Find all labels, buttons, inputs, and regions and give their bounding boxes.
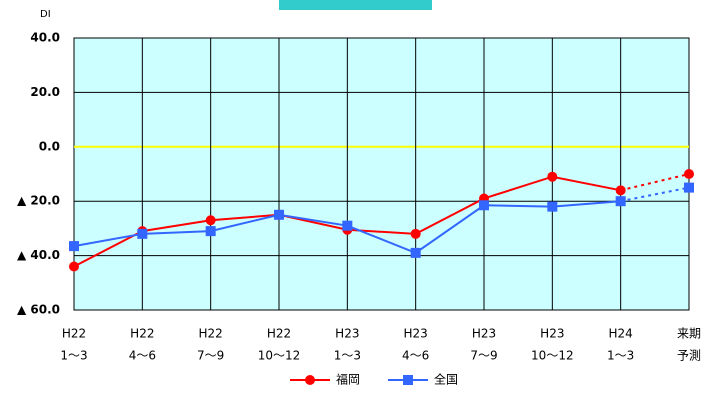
x-tick-label: H23 bbox=[404, 327, 428, 341]
x-tick-label: 4～6 bbox=[402, 349, 429, 363]
y-tick-label: ▲ 40.0 bbox=[17, 248, 60, 262]
y-tick-label: 20.0 bbox=[30, 85, 60, 99]
y-axis-label: DI bbox=[40, 9, 51, 20]
x-tick-label: 予測 bbox=[677, 349, 701, 363]
forecast-line bbox=[620, 186, 690, 203]
y-tick-label: ▲ 60.0 bbox=[17, 303, 60, 317]
x-tick-label: H23 bbox=[335, 327, 359, 341]
marker bbox=[274, 209, 284, 220]
forecast-line bbox=[620, 173, 690, 192]
marker bbox=[342, 220, 353, 231]
y-tick-label: ▲ 20.0 bbox=[17, 194, 60, 208]
title-box bbox=[279, 0, 432, 10]
marker bbox=[410, 228, 421, 239]
x-tick-label: H22 bbox=[130, 327, 154, 341]
marker bbox=[547, 171, 558, 182]
marker bbox=[69, 241, 79, 252]
marker bbox=[479, 200, 489, 211]
marker bbox=[684, 169, 694, 179]
x-tick-label: 1～3 bbox=[334, 349, 361, 363]
y-tick-label: 0.0 bbox=[39, 139, 60, 153]
x-tick-label: 10～12 bbox=[258, 349, 301, 363]
marker bbox=[615, 196, 626, 207]
x-tick-label: 1～3 bbox=[607, 349, 634, 363]
marker bbox=[205, 226, 216, 237]
x-tick-label: 来期 bbox=[677, 327, 701, 341]
legend-marker bbox=[305, 375, 315, 385]
legend-marker bbox=[403, 375, 413, 385]
legend-label: 福岡 bbox=[336, 372, 360, 387]
plot-area bbox=[73, 37, 690, 311]
x-tick-label: 10～12 bbox=[531, 349, 574, 363]
x-tick-label: 7～9 bbox=[470, 349, 497, 363]
legend-label: 全国 bbox=[434, 372, 458, 387]
x-tick-label: H22 bbox=[267, 327, 291, 341]
y-tick-label: 40.0 bbox=[30, 31, 60, 45]
x-tick-label: H23 bbox=[540, 327, 564, 341]
x-tick-label: H24 bbox=[609, 327, 633, 341]
x-tick-label: 4～6 bbox=[129, 349, 156, 363]
x-tick-label: 1～3 bbox=[60, 349, 87, 363]
marker bbox=[69, 261, 79, 272]
x-tick-label: H22 bbox=[199, 327, 223, 341]
marker bbox=[410, 247, 421, 258]
marker bbox=[547, 201, 558, 212]
marker bbox=[615, 185, 626, 196]
x-tick-label: H23 bbox=[472, 327, 496, 341]
marker bbox=[205, 215, 216, 226]
x-tick-label: 7～9 bbox=[197, 349, 224, 363]
marker bbox=[684, 182, 694, 193]
marker bbox=[137, 228, 148, 239]
x-tick-label: H22 bbox=[62, 327, 86, 341]
